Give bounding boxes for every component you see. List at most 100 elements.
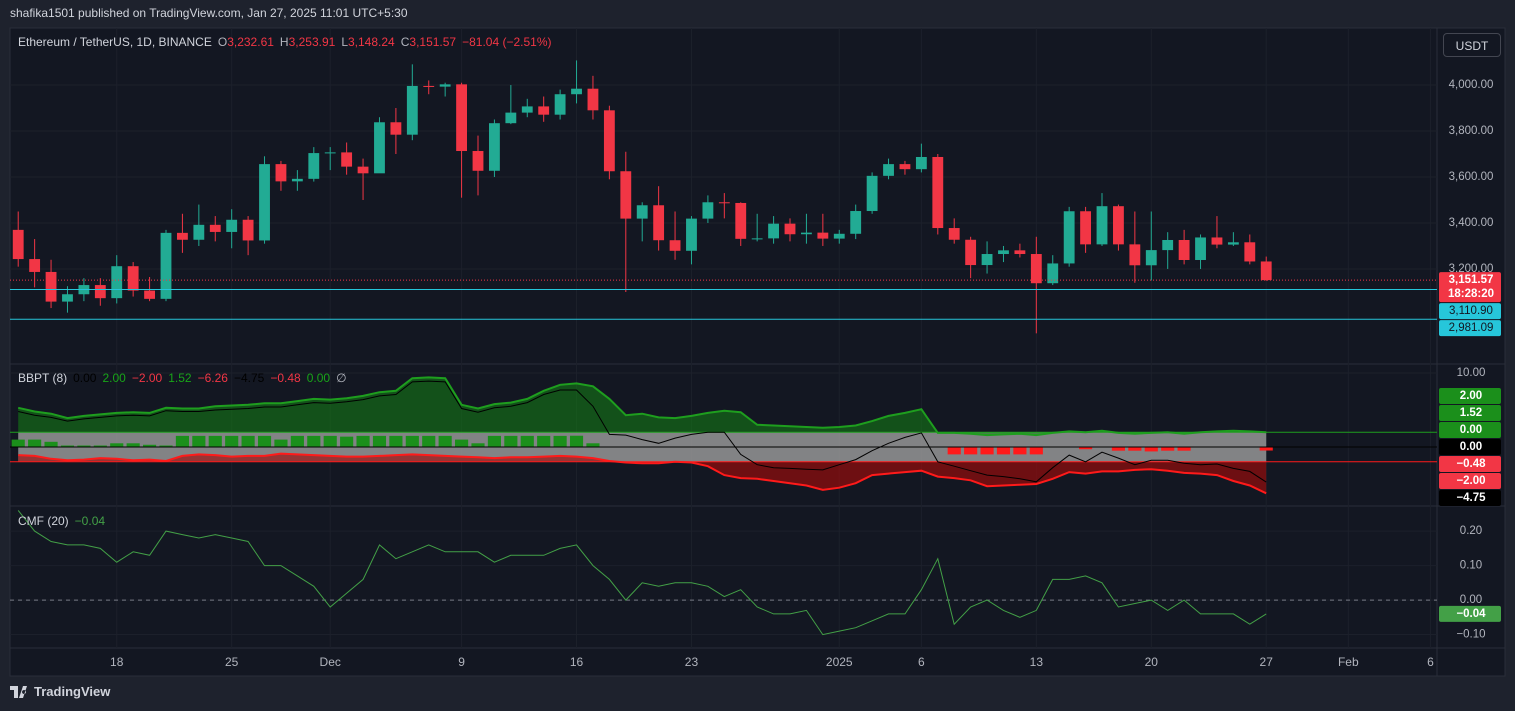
y-tick-label: −0.10 (1456, 629, 1485, 641)
histogram-bar (964, 446, 978, 455)
histogram-bar (126, 443, 140, 447)
histogram-bar (1144, 446, 1158, 452)
candle-body (1211, 237, 1223, 245)
y-tick-label: 3,800.00 (1449, 125, 1494, 137)
histogram-bar (110, 443, 124, 447)
last-price-box (1439, 272, 1501, 303)
legend-value: 0.00 (73, 371, 97, 385)
candle-body (226, 219, 238, 232)
candle-body (406, 85, 418, 135)
scale-label-box (1439, 422, 1501, 438)
legend-value: −2.00 (131, 371, 163, 385)
hline-label: 2,981.09 (1449, 322, 1494, 334)
x-tick-label: 9 (458, 655, 465, 669)
ohlc-key: H (279, 35, 289, 49)
candle-body (1047, 263, 1059, 284)
candle-body (965, 239, 977, 266)
x-tick-label: 25 (225, 655, 239, 669)
histogram-bar (356, 435, 370, 447)
histogram-bar (307, 435, 321, 447)
scale-label: −4.75 (1456, 492, 1486, 504)
candle-body (784, 223, 796, 235)
histogram-bar (274, 439, 288, 447)
candle-body (1145, 250, 1157, 266)
legend-value: −0.04 (74, 514, 106, 528)
candle-body (866, 175, 878, 212)
histogram-bar (586, 443, 600, 447)
histogram-bar (1013, 446, 1027, 455)
footer: TradingView (10, 684, 110, 699)
scale-label-box (1439, 439, 1501, 455)
scale-label-box (1439, 388, 1501, 404)
histogram-bar (323, 435, 337, 447)
candle-body (308, 153, 320, 179)
histogram-bar (1029, 446, 1043, 455)
candle-body (801, 232, 812, 235)
ohlc-key: L (341, 35, 348, 49)
scale-label-box (1439, 473, 1501, 489)
legend-value: −0.48 (270, 371, 301, 385)
scale-label: −0.04 (1456, 608, 1486, 620)
histogram-bar (1111, 446, 1125, 451)
brand-name: TradingView (34, 684, 111, 699)
power-line (18, 380, 1267, 483)
histogram-bar (208, 435, 222, 447)
candle-body (456, 84, 468, 152)
histogram-bar (340, 436, 354, 447)
x-tick-label: Dec (320, 655, 341, 669)
candle-body (94, 285, 106, 299)
y-tick-label: 3,600.00 (1449, 171, 1494, 183)
histogram-bar (175, 435, 189, 447)
candle-body (1063, 211, 1075, 264)
candle-body (587, 88, 599, 111)
candle-body (948, 228, 960, 240)
candle-body (177, 232, 188, 240)
histogram-bar (1161, 446, 1175, 451)
currency-button[interactable]: USDT (1443, 33, 1501, 57)
candle-body (603, 110, 615, 172)
candle-body (915, 156, 927, 170)
ohlc-value: 3,151.57 (409, 35, 457, 49)
y-tick-label: 0.00 (1460, 594, 1482, 606)
scale-label: 1.52 (1460, 407, 1482, 419)
y-tick-label: 0.20 (1460, 525, 1482, 537)
hline-box (1439, 303, 1501, 320)
candle-body (439, 84, 451, 87)
candle-body (932, 156, 944, 229)
indicator-title: BBPT (8) (18, 371, 68, 385)
histogram-bar (537, 435, 551, 447)
x-tick-label: 2025 (826, 655, 853, 669)
histogram-bar (569, 435, 584, 447)
upper-line (17, 376, 1267, 437)
last-price-label: 3,151.57 (1449, 274, 1494, 286)
x-tick-label: 27 (1260, 655, 1274, 669)
candle-body (160, 232, 172, 299)
legend-value: ∅ (336, 371, 347, 385)
x-tick-label: 6 (918, 655, 925, 669)
hline-box (1439, 320, 1501, 337)
candle-body (636, 205, 648, 219)
bbpt-legend: BBPT (8) 0.00 2.00 −2.00 1.52 −6.26 −4.75 −0.48… (18, 371, 353, 385)
candle-body (686, 218, 697, 251)
candle-body (341, 152, 353, 167)
histogram-bar (1259, 446, 1273, 451)
histogram-bar (28, 439, 42, 447)
scale-label: −0.48 (1456, 458, 1486, 470)
ohlc-key: O (217, 35, 228, 49)
candle-body (1260, 261, 1272, 281)
candle-body (653, 205, 665, 241)
y-tick-label: 3,400.00 (1449, 217, 1494, 229)
candle-body (1096, 206, 1108, 245)
candle-body (324, 152, 336, 154)
candle-body (45, 271, 57, 302)
candle-body (127, 266, 139, 291)
candle-body (29, 259, 41, 272)
candle-body (390, 122, 402, 135)
plot-layer: 18 25 Dec 9 16 23 2025 6 13 20 27 Feb 6 3,200.00 3,400… (10, 28, 1501, 669)
histogram-bar (996, 446, 1011, 455)
candle-body (423, 85, 435, 87)
candle-body (554, 94, 566, 115)
scale-label: 0.00 (1460, 424, 1482, 436)
